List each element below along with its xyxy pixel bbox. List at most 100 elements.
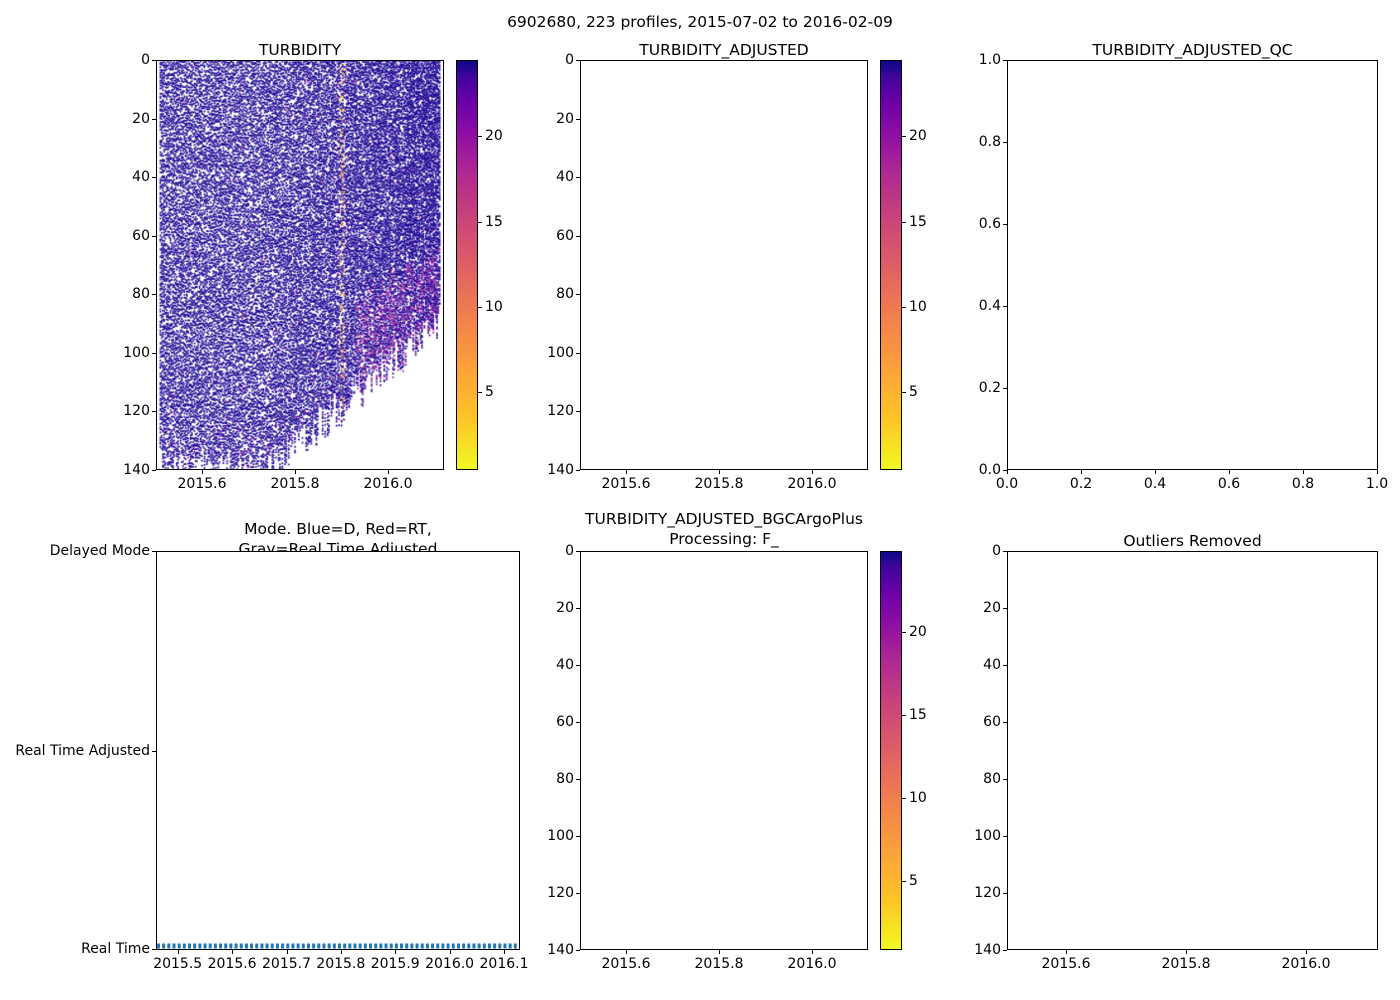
xtick-mark bbox=[812, 470, 814, 474]
ytick-label-real-time: Real Time bbox=[81, 941, 150, 957]
ytick-label: 60 bbox=[556, 714, 574, 730]
ytick-label: 60 bbox=[132, 227, 150, 244]
axes-turbidity-adjusted bbox=[580, 60, 868, 470]
xtick-label: 2015.5 bbox=[153, 956, 203, 972]
xtick-label: 2015.8 bbox=[270, 476, 320, 492]
xtick-label: 2015.8 bbox=[694, 956, 744, 972]
ytick-mark bbox=[1003, 60, 1007, 62]
ytick-mark bbox=[152, 751, 156, 753]
panel-title-outliers-removed: Outliers Removed bbox=[1123, 532, 1262, 550]
colorbar-tick-mark bbox=[478, 392, 482, 394]
colorbar-tick-mark bbox=[478, 136, 482, 138]
ytick-mark bbox=[1003, 142, 1007, 144]
xtick-label: 0.4 bbox=[1143, 476, 1167, 492]
colorbar-tick-label: 5 bbox=[485, 384, 494, 401]
xtick-label: 2015.8 bbox=[1161, 956, 1211, 972]
xtick-mark bbox=[504, 950, 506, 954]
ytick-mark bbox=[1003, 470, 1007, 472]
colorbar-tick-mark bbox=[478, 307, 482, 308]
ytick-label: 100 bbox=[974, 828, 1001, 844]
ytick-mark bbox=[1003, 893, 1007, 895]
ytick-label: 0 bbox=[565, 543, 574, 559]
colorbar-tick-mark bbox=[902, 392, 906, 394]
ytick-label: 140 bbox=[974, 942, 1001, 958]
xtick-label: 2015.7 bbox=[262, 956, 311, 972]
xtick-mark bbox=[626, 950, 628, 954]
ytick-label: 140 bbox=[123, 462, 150, 478]
colorbar-tick-mark bbox=[902, 631, 906, 633]
ytick-mark bbox=[576, 551, 580, 553]
ytick-label: 20 bbox=[556, 110, 574, 127]
mode-series-line bbox=[157, 943, 519, 949]
xtick-mark bbox=[202, 470, 204, 474]
xtick-mark bbox=[1066, 950, 1068, 954]
xtick-label: 2015.6 bbox=[207, 956, 257, 972]
ytick-label: 0.6 bbox=[978, 216, 1001, 232]
ytick-label: 0.2 bbox=[978, 380, 1001, 396]
xtick-label: 2015.6 bbox=[601, 956, 651, 972]
ytick-label: 1.0 bbox=[978, 52, 1001, 68]
ytick-label: 80 bbox=[983, 771, 1001, 787]
ytick-label: 0 bbox=[141, 52, 150, 68]
xtick-mark bbox=[395, 950, 397, 954]
xtick-label: 2016.0 bbox=[1281, 956, 1331, 972]
panel-title-turbidity-adjusted: TURBIDITY_ADJUSTED bbox=[639, 41, 809, 59]
ytick-label: 60 bbox=[983, 714, 1001, 730]
axes-bgcargoplus bbox=[580, 551, 868, 950]
ytick-mark bbox=[576, 608, 580, 610]
ytick-label: 0.4 bbox=[978, 298, 1001, 314]
xtick-mark bbox=[449, 950, 451, 954]
ytick-label: 40 bbox=[132, 169, 150, 186]
ytick-mark bbox=[1003, 950, 1007, 952]
xtick-mark bbox=[286, 950, 288, 954]
ytick-label: 0 bbox=[992, 543, 1001, 559]
colorbar-tick-label: 10 bbox=[909, 299, 927, 315]
ytick-label: 80 bbox=[556, 771, 574, 787]
ytick-mark bbox=[152, 352, 156, 354]
xtick-label: 2016.1 bbox=[479, 956, 529, 972]
colorbar-tick-label: 10 bbox=[909, 789, 927, 806]
colorbar-tick-mark bbox=[902, 136, 906, 138]
ytick-mark bbox=[152, 949, 156, 951]
ytick-label: 120 bbox=[547, 885, 574, 901]
ytick-label: 100 bbox=[547, 344, 574, 361]
colorbar-tick-mark bbox=[902, 880, 906, 882]
xtick-label: 2015.6 bbox=[177, 476, 227, 492]
panel-title-turbidity-adjusted-qc: TURBIDITY_ADJUSTED_QC bbox=[1092, 41, 1293, 59]
xtick-mark bbox=[1306, 950, 1308, 954]
colorbar-tick-mark bbox=[902, 221, 906, 223]
colorbar-tick-mark bbox=[478, 221, 482, 223]
ytick-mark bbox=[576, 779, 580, 781]
ytick-mark bbox=[576, 836, 580, 838]
ytick-label-delayed-mode: Delayed Mode bbox=[49, 543, 150, 559]
xtick-mark bbox=[719, 950, 721, 954]
panel-title-bgcargoplus: TURBIDITY_ADJUSTED_BGCArgoPlus Processin… bbox=[585, 510, 863, 548]
ytick-mark bbox=[152, 411, 156, 413]
ytick-mark bbox=[1003, 836, 1007, 838]
ytick-label: 120 bbox=[974, 885, 1001, 901]
colorbar-bgcargoplus bbox=[880, 551, 902, 950]
ytick-mark bbox=[576, 950, 580, 952]
ytick-mark bbox=[576, 411, 580, 413]
panel-title-turbidity: TURBIDITY bbox=[258, 41, 342, 59]
xtick-label: 2016.0 bbox=[787, 956, 837, 972]
ytick-mark bbox=[1003, 779, 1007, 781]
ytick-mark bbox=[1003, 388, 1007, 390]
xtick-mark bbox=[719, 470, 721, 474]
ytick-label: 80 bbox=[132, 286, 150, 303]
xtick-label: 2015.6 bbox=[601, 476, 651, 492]
ytick-label-real-time-adjusted: Real Time Adjusted bbox=[15, 743, 150, 759]
xtick-label: 2015.6 bbox=[1041, 956, 1091, 972]
colorbar-tick-label: 10 bbox=[485, 299, 503, 315]
xtick-mark bbox=[1155, 470, 1157, 474]
colorbar-tick-label: 15 bbox=[909, 706, 927, 723]
ytick-label: 80 bbox=[556, 286, 574, 303]
colorbar-tick-mark bbox=[902, 307, 906, 308]
ytick-label: 0.0 bbox=[978, 462, 1001, 478]
xtick-label: 2016.0 bbox=[363, 476, 413, 492]
ytick-label: 40 bbox=[556, 169, 574, 186]
xtick-label: 2015.9 bbox=[370, 956, 420, 972]
colorbar-tick-mark bbox=[902, 797, 906, 799]
ytick-label: 20 bbox=[556, 600, 574, 616]
